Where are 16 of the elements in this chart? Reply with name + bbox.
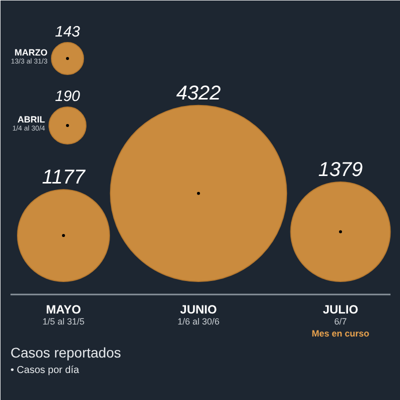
category-label: MARZO bbox=[14, 48, 48, 58]
data-label: 4322 bbox=[176, 82, 221, 104]
data-label: 190 bbox=[54, 88, 81, 106]
text: • Casos por día bbox=[10, 365, 80, 376]
data-label: 1177 bbox=[42, 166, 86, 189]
data-label: 1379 bbox=[318, 158, 363, 181]
category-label: ABRIL bbox=[18, 114, 46, 124]
text: 1/5 al 31/5 bbox=[42, 316, 85, 326]
category-label: MAYO bbox=[46, 302, 81, 316]
text: Casos reportados bbox=[10, 344, 122, 360]
category-label: JULIO bbox=[322, 302, 358, 316]
category-label: JUNIO bbox=[180, 302, 217, 316]
text: Mes en curso bbox=[312, 328, 370, 338]
data-label: 143 bbox=[54, 23, 81, 40]
text: 1/6 al 30/6 bbox=[177, 316, 220, 326]
text: 6/7 bbox=[334, 316, 347, 326]
